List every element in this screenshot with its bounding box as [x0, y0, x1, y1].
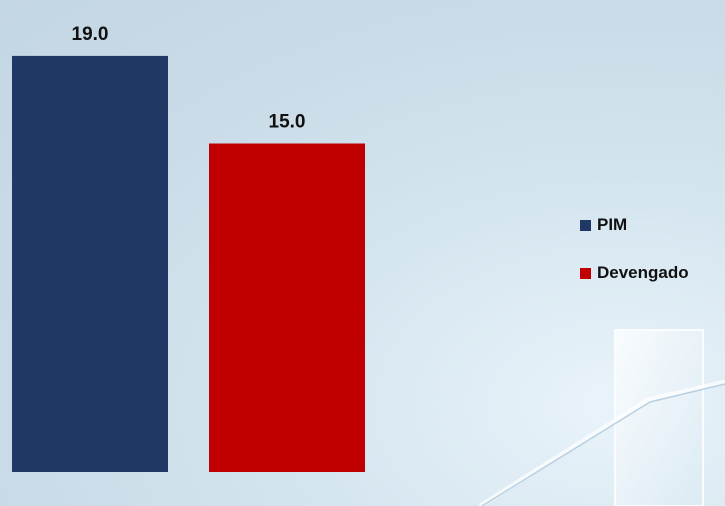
data-label-devengado: 15.0: [269, 112, 306, 133]
bar-pim: [12, 55, 168, 473]
legend: PIM Devengado: [580, 212, 689, 308]
legend-item-pim: PIM: [580, 212, 689, 238]
legend-swatch-devengado: [580, 267, 591, 279]
legend-swatch-pim: [580, 219, 591, 231]
legend-item-devengado: Devengado: [580, 260, 689, 286]
bar-devengado: [209, 143, 365, 472]
data-label-pim: 19.0: [72, 24, 109, 45]
bars-group: [12, 55, 365, 473]
value-labels-group: 19.0 15.0: [72, 24, 306, 133]
legend-label-pim: PIM: [597, 215, 628, 234]
legend-label-devengado: Devengado: [597, 263, 689, 282]
